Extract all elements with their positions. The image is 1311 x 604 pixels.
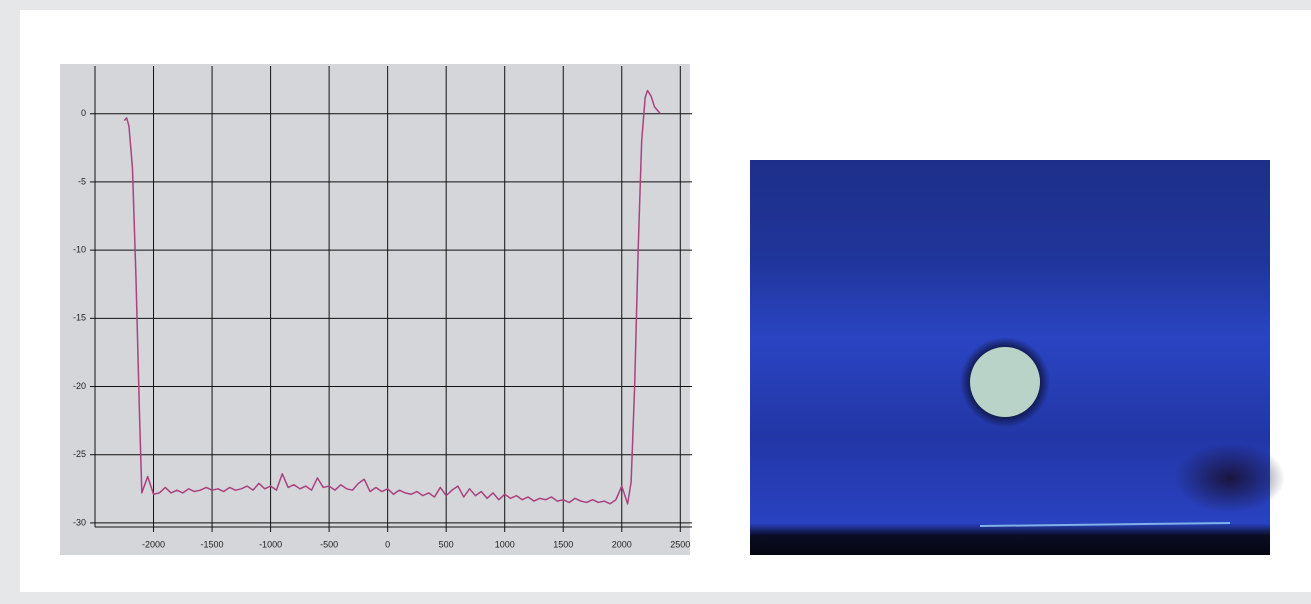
y-tick-label: -25 <box>73 449 86 459</box>
x-tick-label: 2500 <box>670 539 690 549</box>
y-tick-label: -5 <box>78 176 86 186</box>
x-tick-label: 1500 <box>553 539 573 549</box>
x-tick-label: -500 <box>320 539 338 549</box>
x-tick-label: -2000 <box>142 539 165 549</box>
y-tick-label: 0 <box>81 108 86 118</box>
x-tick-label: -1500 <box>201 539 224 549</box>
y-tick-label: -10 <box>73 245 86 255</box>
data-line <box>123 89 661 505</box>
chart-background <box>60 64 690 555</box>
smudge <box>1175 443 1285 513</box>
reflection <box>979 522 1231 527</box>
x-tick-label: 1000 <box>495 539 515 549</box>
disc <box>970 347 1040 417</box>
y-tick-label: -20 <box>73 381 86 391</box>
x-tick-label: -1000 <box>259 539 282 549</box>
x-tick-label: 0 <box>385 539 390 549</box>
x-tick-label: 2000 <box>612 539 632 549</box>
x-tick-label: 500 <box>439 539 454 549</box>
chart: -2000 -1500 -1000 -500 0 500 1000 1500 2000 2500 0… <box>73 66 692 549</box>
photo <box>750 160 1285 555</box>
y-tick-label: -15 <box>73 313 86 323</box>
y-tick-label: -30 <box>73 517 86 527</box>
